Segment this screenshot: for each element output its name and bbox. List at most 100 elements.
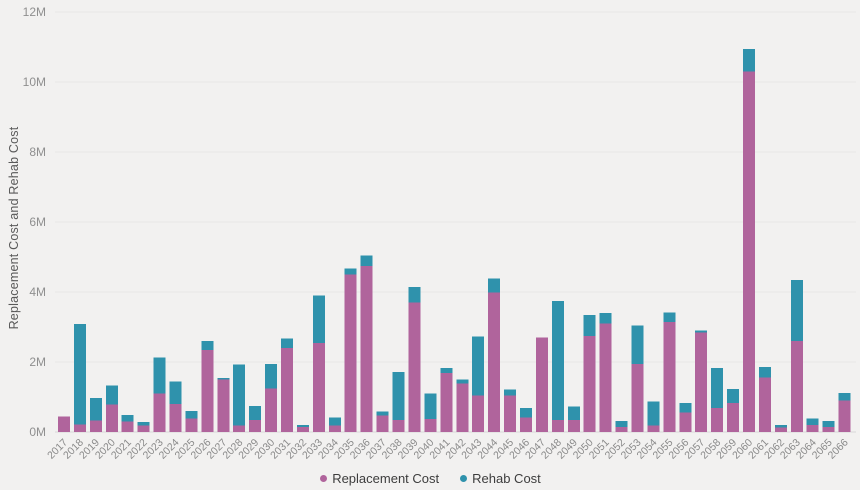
rehab-cost-segment-2062: [774, 425, 787, 428]
bar-2052: [615, 421, 628, 432]
rehab-cost-segment-2025: [185, 411, 198, 419]
replacement-cost-segment-2053: [631, 363, 644, 432]
bar-2038: [392, 372, 405, 432]
bar-2025: [185, 411, 198, 432]
bar-2031: [281, 338, 294, 432]
replacement-cost-segment-2055: [663, 321, 676, 432]
replacement-cost-segment-2052: [615, 427, 628, 432]
replacement-cost-segment-2048: [551, 420, 564, 432]
bar-2027: [217, 377, 230, 432]
bar-2054: [647, 401, 660, 432]
rehab-cost-segment-2054: [647, 401, 660, 426]
rehab-cost-segment-2029: [249, 405, 262, 420]
rehab-cost-segment-2019: [89, 398, 102, 421]
y-axis-tick-label: 10M: [23, 75, 46, 89]
rehab-cost-segment-2036: [360, 255, 373, 266]
replacement-cost-segment-2030: [265, 388, 278, 432]
replacement-cost-segment-2020: [105, 404, 118, 432]
y-axis-tick-label: 2M: [29, 355, 46, 369]
rehab-cost-segment-2039: [408, 286, 421, 303]
replacement-cost-segment-2028: [233, 425, 246, 432]
rehab-cost-segment-2037: [376, 411, 389, 416]
bar-2057: [695, 330, 708, 432]
rehab-cost-segment-2051: [599, 313, 612, 324]
replacement-cost-segment-2058: [711, 408, 724, 432]
y-axis-tick-label: 8M: [29, 145, 46, 159]
rehab-cost-segment-2059: [727, 388, 740, 403]
bar-2050: [583, 314, 596, 432]
rehab-cost-segment-2021: [121, 415, 134, 422]
replacement-cost-segment-2063: [790, 341, 803, 432]
bar-2039: [408, 286, 421, 432]
rehab-cost-segment-2053: [631, 325, 644, 364]
replacement-cost-segment-2057: [695, 332, 708, 432]
bar-2034: [328, 417, 341, 432]
rehab-cost-segment-2049: [567, 406, 580, 421]
rehab-cost-segment-2060: [742, 48, 755, 72]
replacement-cost-segment-2037: [376, 415, 389, 432]
rehab-cost-segment-2030: [265, 363, 278, 389]
legend-label-replacement-cost: Replacement Cost: [332, 470, 440, 486]
replacement-cost-segment-2021: [121, 421, 134, 432]
rehab-cost-segment-2028: [233, 364, 246, 426]
bar-2033: [312, 295, 325, 432]
bar-2023: [153, 357, 166, 432]
legend-dot-rehab-icon: [460, 474, 468, 482]
bar-2044: [488, 278, 501, 432]
rehab-cost-segment-2026: [201, 341, 214, 350]
bar-2060: [742, 48, 755, 432]
rehab-cost-segment-2031: [281, 338, 294, 348]
replacement-cost-segment-2025: [185, 418, 198, 432]
rehab-cost-segment-2041: [440, 367, 453, 374]
rehab-cost-segment-2044: [488, 278, 501, 293]
rehab-cost-segment-2066: [838, 393, 851, 401]
bar-2051: [599, 313, 612, 432]
replacement-cost-segment-2043: [472, 395, 485, 432]
legend-dot-replacement-icon: [320, 474, 328, 482]
replacement-cost-segment-2054: [647, 425, 660, 432]
replacement-cost-segment-2023: [153, 393, 166, 432]
y-axis-tick-label: 12M: [23, 5, 46, 19]
replacement-cost-segment-2039: [408, 302, 421, 432]
replacement-cost-segment-2042: [456, 383, 469, 432]
bar-2043: [472, 336, 485, 432]
replacement-cost-segment-2059: [727, 402, 740, 432]
replacement-cost-segment-2047: [535, 337, 548, 432]
replacement-cost-segment-2040: [424, 419, 437, 432]
replacement-cost-segment-2049: [567, 420, 580, 432]
bar-2017: [58, 416, 70, 432]
replacement-cost-segment-2066: [838, 400, 851, 432]
rehab-cost-segment-2055: [663, 312, 676, 322]
rehab-cost-segment-2046: [519, 408, 532, 418]
bar-2063: [790, 280, 803, 432]
bar-2046: [519, 408, 532, 432]
bar-2020: [105, 385, 118, 432]
bar-2053: [631, 325, 644, 432]
replacement-cost-segment-2027: [217, 379, 230, 432]
rehab-cost-segment-2042: [456, 379, 469, 384]
replacement-cost-segment-2019: [89, 420, 102, 432]
rehab-cost-segment-2027: [217, 377, 230, 380]
rehab-cost-segment-2064: [806, 418, 819, 425]
legend-item-replacement-cost[interactable]: Replacement Cost: [319, 471, 439, 486]
bar-2026: [201, 341, 214, 432]
bar-2058: [711, 367, 724, 432]
bar-2030: [265, 363, 278, 432]
bar-2045: [504, 389, 517, 432]
rehab-cost-segment-2058: [711, 367, 724, 409]
replacement-cost-segment-2029: [249, 419, 262, 432]
replacement-cost-segment-2031: [281, 348, 294, 432]
rehab-cost-segment-2061: [758, 366, 771, 378]
replacement-cost-segment-2045: [504, 395, 517, 432]
bar-2018: [73, 323, 86, 432]
rehab-cost-segment-2048: [551, 301, 564, 421]
replacement-cost-segment-2018: [73, 424, 86, 432]
y-axis-tick-label: 6M: [29, 215, 46, 229]
bar-2029: [249, 405, 262, 432]
rehab-cost-segment-2035: [344, 268, 357, 275]
replacement-cost-segment-2032: [296, 427, 309, 432]
rehab-cost-segment-2032: [296, 425, 309, 428]
legend-item-rehab-cost[interactable]: Rehab Cost: [459, 471, 541, 486]
replacement-cost-segment-2060: [742, 71, 755, 432]
